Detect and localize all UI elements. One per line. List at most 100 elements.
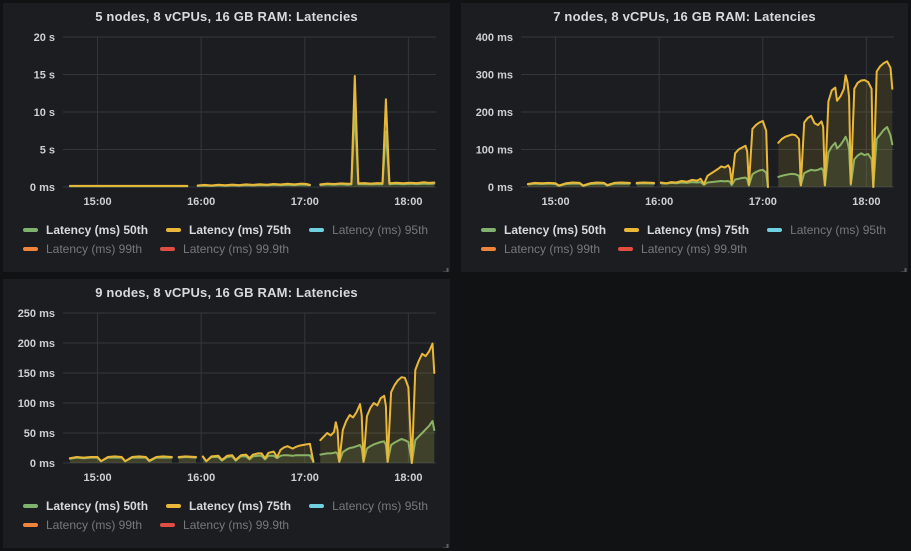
x-axis-tick-label: 16:00 — [187, 196, 215, 208]
legend-item[interactable]: Latency (ms) 99th — [23, 240, 142, 258]
chart-plot-area[interactable]: 0 ms 5 s 10 s 15 s 20 s 15:00 16:00 17:00 18:00 — [3, 29, 450, 217]
legend-series-label[interactable]: Latency (ms) 99th — [46, 242, 143, 256]
series-line — [319, 108, 436, 187]
legend-item[interactable]: Latency (ms) 99.9th — [160, 516, 289, 534]
legend-series-label[interactable]: Latency (ms) 99th — [46, 518, 143, 532]
legend-item[interactable]: Latency (ms) 50th — [23, 497, 148, 515]
legend-series-label[interactable]: Latency (ms) 50th — [46, 499, 149, 513]
legend-series-color-chip[interactable] — [624, 228, 640, 232]
series-area — [320, 76, 435, 187]
legend-series-color-chip[interactable] — [23, 504, 38, 508]
legend-series-color-chip[interactable] — [309, 504, 325, 508]
x-axis-tick-label: 18:00 — [394, 196, 422, 208]
legend-series-label[interactable]: Latency (ms) 95th — [790, 223, 887, 237]
series-line — [659, 168, 769, 188]
legend-item[interactable]: Latency (ms) 50th — [481, 221, 606, 239]
legend-series-color-chip[interactable] — [767, 228, 783, 232]
series-line — [777, 60, 894, 188]
series-line — [526, 181, 631, 187]
legend-series-label[interactable]: Latency (ms) 50th — [46, 223, 149, 237]
chart-plot-area[interactable]: 0 ms 50 ms 100 ms 150 ms 200 ms 250 ms 15:00 16… — [3, 305, 450, 493]
x-axis-tick-label: 18:00 — [852, 196, 880, 208]
legend-series-label[interactable]: Latency (ms) 95th — [332, 499, 429, 513]
x-axis-tick-label: 15:00 — [83, 472, 111, 484]
legend-series-label[interactable]: Latency (ms) 95th — [332, 223, 429, 237]
series-line — [319, 420, 436, 464]
y-axis-tick-label: 0 ms — [488, 182, 513, 194]
y-axis-tick-label: 100 ms — [18, 398, 55, 410]
y-axis-tick-label: 0 ms — [30, 182, 55, 194]
legend-item[interactable]: Latency (ms) 75th — [166, 497, 291, 515]
legend-item[interactable]: Latency (ms) 95th — [309, 221, 428, 239]
legend-series-label[interactable]: Latency (ms) 99.9th — [183, 518, 290, 532]
legend-series-label[interactable]: Latency (ms) 75th — [189, 223, 292, 237]
panel-header[interactable]: 9 nodes, 8 vCPUs, 16 GB RAM: Latencies — [3, 279, 450, 305]
legend-series-color-chip[interactable] — [481, 247, 496, 251]
legend-item[interactable]: Latency (ms) 95th — [309, 497, 428, 515]
x-axis-tick-label: 17:00 — [291, 196, 319, 208]
series-line — [319, 342, 436, 464]
y-axis-tick-label: 10 s — [34, 107, 55, 119]
panel-resize-handle[interactable] — [439, 261, 449, 272]
series-area — [778, 61, 893, 187]
panel-header[interactable]: 7 nodes, 8 vCPUs, 16 GB RAM: Latencies — [461, 3, 908, 29]
chart-svg: 0 ms 50 ms 100 ms 150 ms 200 ms 250 ms 15:00 16… — [18, 308, 436, 484]
legend-series-color-chip[interactable] — [160, 247, 176, 251]
legend-item[interactable]: Latency (ms) 99.9th — [160, 240, 289, 258]
resize-grip-icon — [901, 268, 907, 272]
series-area — [660, 121, 768, 187]
legend-series-color-chip[interactable] — [23, 523, 38, 527]
legend-series-color-chip[interactable] — [481, 228, 496, 232]
chart-plot-area[interactable]: 0 ms 100 ms 200 ms 300 ms 400 ms 15:00 16:00 17… — [461, 29, 908, 217]
y-axis-tick-label: 0 ms — [30, 458, 55, 470]
panel-resize-handle[interactable] — [439, 537, 449, 548]
legend-item[interactable]: Latency (ms) 99.9th — [618, 240, 747, 258]
legend-series-label[interactable]: Latency (ms) 75th — [647, 223, 750, 237]
legend-item[interactable]: Latency (ms) 95th — [767, 221, 886, 239]
panel-resize-handle[interactable] — [897, 261, 907, 272]
x-axis-tick-label: 17:00 — [749, 196, 777, 208]
chart-legend: Latency (ms) 50th Latency (ms) 75th Latenc… — [3, 217, 450, 258]
series-line — [659, 120, 769, 188]
legend-series-color-chip[interactable] — [309, 228, 325, 232]
y-axis-tick-label: 400 ms — [476, 32, 513, 44]
series-area — [178, 457, 196, 463]
legend-series-color-chip[interactable] — [160, 523, 176, 527]
y-axis-tick-label: 5 s — [40, 145, 55, 157]
legend-series-label[interactable]: Latency (ms) 50th — [504, 223, 607, 237]
chart-legend: Latency (ms) 50th Latency (ms) 75th Latenc… — [3, 493, 450, 534]
panel-title[interactable]: 9 nodes, 8 vCPUs, 16 GB RAM: Latencies — [95, 284, 358, 300]
legend-item[interactable]: Latency (ms) 75th — [624, 221, 749, 239]
x-axis-tick-label: 18:00 — [394, 472, 422, 484]
series-line — [319, 75, 436, 186]
legend-series-color-chip[interactable] — [23, 247, 38, 251]
legend-series-color-chip[interactable] — [618, 247, 634, 251]
panel-title[interactable]: 7 nodes, 8 vCPUs, 16 GB RAM: Latencies — [553, 8, 816, 24]
y-axis-tick-label: 200 ms — [18, 338, 55, 350]
legend-series-color-chip[interactable] — [166, 228, 182, 232]
x-axis-tick-label: 17:00 — [291, 472, 319, 484]
empty-dashboard-cell — [461, 279, 908, 548]
series-area — [320, 343, 435, 463]
resize-grip-icon — [443, 268, 449, 272]
panel-header[interactable]: 5 nodes, 8 vCPUs, 16 GB RAM: Latencies — [3, 3, 450, 29]
legend-series-color-chip[interactable] — [166, 504, 182, 508]
legend-series-color-chip[interactable] — [23, 228, 38, 232]
legend-series-label[interactable]: Latency (ms) 99th — [504, 242, 601, 256]
legend-series-label[interactable]: Latency (ms) 99.9th — [641, 242, 748, 256]
x-axis-tick-label: 15:00 — [541, 196, 569, 208]
series-line — [68, 455, 173, 463]
legend-item[interactable]: Latency (ms) 75th — [166, 221, 291, 239]
legend-series-label[interactable]: Latency (ms) 99.9th — [183, 242, 290, 256]
chart-svg: 0 ms 100 ms 200 ms 300 ms 400 ms 15:00 16:00 17… — [476, 32, 894, 208]
legend-item[interactable]: Latency (ms) 99th — [481, 240, 600, 258]
panel-title[interactable]: 5 nodes, 8 vCPUs, 16 GB RAM: Latencies — [95, 8, 358, 24]
y-axis-tick-label: 150 ms — [18, 368, 55, 380]
series-area — [178, 456, 196, 463]
legend-item[interactable]: Latency (ms) 99th — [23, 516, 142, 534]
legend-item[interactable]: Latency (ms) 50th — [23, 221, 148, 239]
legend-series-label[interactable]: Latency (ms) 75th — [189, 499, 292, 513]
series-area — [660, 169, 768, 187]
x-axis-tick-label: 15:00 — [83, 196, 111, 208]
